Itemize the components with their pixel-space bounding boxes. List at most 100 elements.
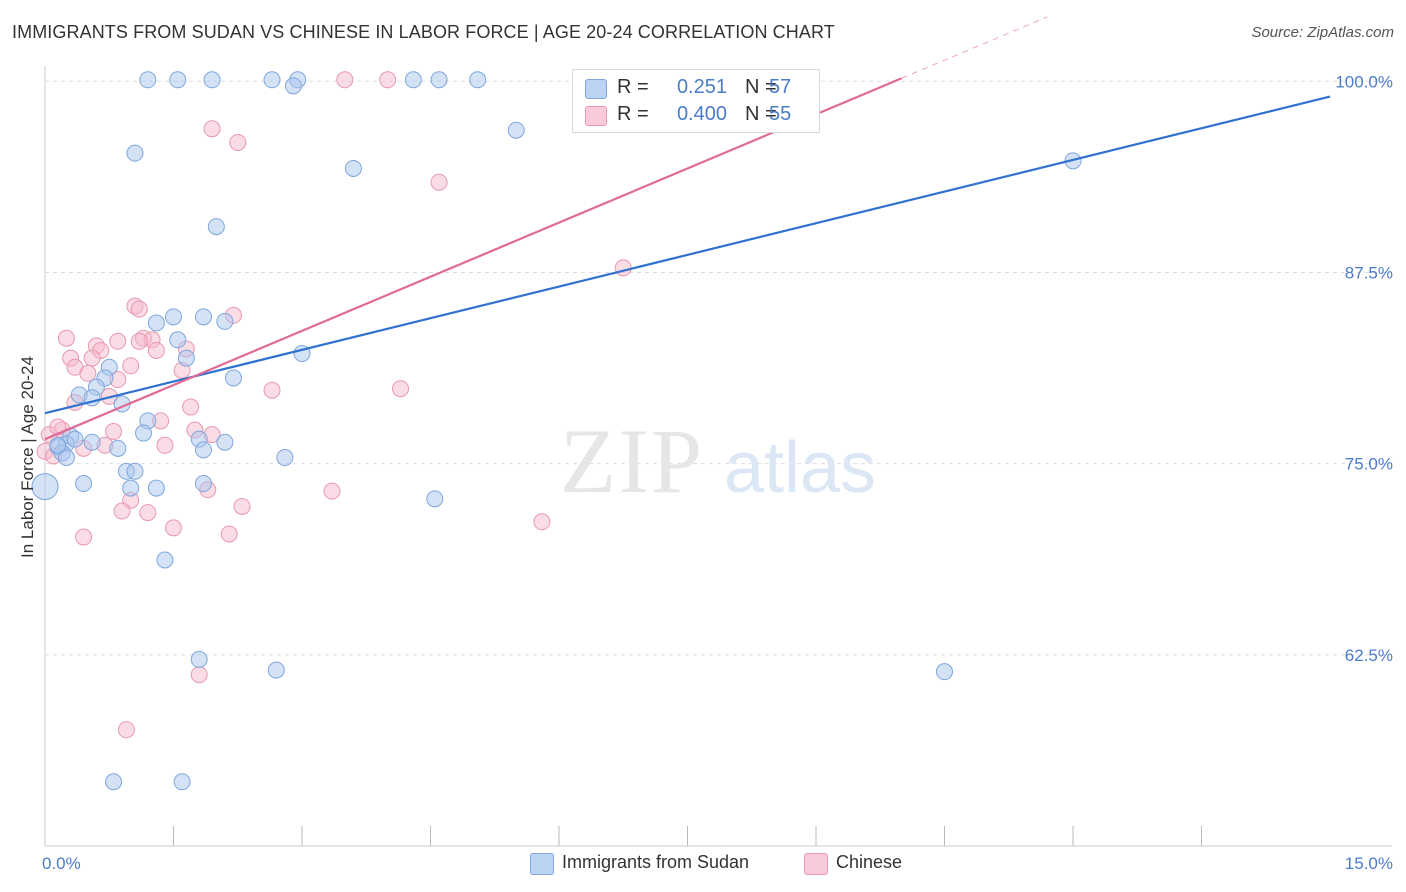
- x-tick-label: 15.0%: [1345, 854, 1393, 873]
- chinese-point: [165, 519, 182, 537]
- chinese-point: [83, 349, 101, 367]
- chinese-point: [203, 120, 221, 138]
- sudan-point: [57, 449, 75, 467]
- sudan-point: [216, 312, 234, 330]
- sudan-point: [126, 144, 144, 162]
- sudan-point: [276, 449, 294, 467]
- sudan-point: [263, 71, 281, 89]
- sudan-point: [169, 331, 187, 349]
- r-label: R =: [617, 76, 649, 98]
- legend-label-sudan: Immigrants from Sudan: [562, 852, 750, 872]
- sudan-point: [156, 551, 174, 569]
- sudan-point: [126, 462, 144, 480]
- sudan-point: [284, 77, 302, 95]
- chinese-point: [336, 71, 354, 89]
- y-tick-label: 75.0%: [1345, 455, 1393, 474]
- sudan-point: [31, 473, 59, 501]
- sudan-point: [147, 314, 165, 332]
- sudan-point: [83, 433, 101, 451]
- y-tick-label: 87.5%: [1345, 263, 1393, 282]
- n-label: N =: [745, 103, 777, 125]
- series-chinese-points: [36, 71, 765, 739]
- sudan-point: [344, 159, 362, 177]
- chinese-point: [105, 423, 123, 441]
- chinese-point: [130, 300, 148, 318]
- sudan-point: [194, 308, 212, 326]
- sudan-point: [216, 433, 234, 451]
- sudan-point: [49, 436, 67, 454]
- sudan-point: [135, 424, 153, 442]
- sudan-swatch: [530, 853, 554, 875]
- chinese-point: [233, 497, 251, 515]
- n-value: 57: [769, 76, 792, 98]
- trend-lines: [44, 16, 1331, 441]
- series-sudan-points: [31, 71, 1082, 791]
- chinese-point: [229, 133, 247, 151]
- chinese-point: [430, 173, 448, 191]
- chinese-point: [139, 504, 157, 522]
- sudan-point: [169, 71, 187, 89]
- sudan-point: [177, 349, 195, 367]
- y-tick-label: 62.5%: [1345, 646, 1393, 665]
- chinese-point: [379, 71, 397, 89]
- sudan-point: [165, 308, 182, 326]
- n-value: 55: [769, 103, 792, 125]
- chinese-trend-line: [44, 77, 903, 441]
- sudan-point: [109, 439, 127, 457]
- chinese-point: [182, 398, 200, 416]
- chinese-point: [113, 502, 131, 520]
- r-value: 0.251: [676, 76, 727, 98]
- chinese-point: [109, 332, 127, 350]
- tick-labels: 100.0% 87.5% 75.0% 62.5% 0.0% 15.0%: [42, 72, 1393, 873]
- chinese-point: [323, 482, 341, 500]
- chinese-point: [117, 721, 135, 739]
- sudan-point: [75, 475, 93, 493]
- stats-legend: R = 0.251 N = 57 R = 0.400 N = 55: [572, 69, 820, 133]
- chinese-point: [392, 380, 410, 398]
- chinese-point: [190, 666, 208, 684]
- chinese-trend-extension: [901, 16, 1048, 79]
- chinese-point: [75, 528, 93, 546]
- chinese-point: [220, 525, 238, 543]
- chinese-swatch: [804, 853, 828, 875]
- chinese-point: [130, 332, 148, 350]
- sudan-point: [469, 71, 487, 89]
- r-value: 0.400: [676, 103, 727, 125]
- sudan-point: [66, 430, 84, 448]
- source-label: Source: ZipAtlas.com: [1251, 24, 1394, 41]
- n-label: N =: [745, 76, 777, 98]
- sudan-point: [105, 773, 123, 791]
- chart-title: IMMIGRANTS FROM SUDAN VS CHINESE IN LABO…: [12, 22, 835, 42]
- sudan-point: [207, 218, 225, 236]
- sudan-point: [267, 661, 285, 679]
- sudan-point: [404, 71, 422, 89]
- y-tick-label: 100.0%: [1335, 72, 1393, 91]
- sudan-point: [426, 490, 444, 508]
- sudan-point: [147, 479, 165, 497]
- chinese-point: [147, 341, 165, 359]
- sudan-point: [122, 479, 140, 497]
- y-axis-title: In Labor Force | Age 20-24: [18, 356, 37, 558]
- sudan-point: [139, 71, 157, 89]
- chinese-point: [57, 329, 75, 347]
- legend-label-chinese: Chinese: [836, 852, 903, 872]
- watermark-atlas: atlas: [724, 428, 876, 508]
- chinese-swatch: [585, 106, 607, 126]
- sudan-point: [173, 773, 191, 791]
- r-label: R =: [617, 103, 649, 125]
- sudan-point: [190, 650, 208, 668]
- sudan-swatch: [585, 79, 607, 99]
- chinese-point: [156, 436, 174, 454]
- chinese-point: [122, 357, 140, 375]
- watermark-zip: ZIP: [560, 410, 704, 512]
- chinese-point: [533, 513, 551, 531]
- x-tick-label: 0.0%: [42, 854, 81, 873]
- sudan-point: [507, 121, 525, 139]
- sudan-point: [936, 663, 953, 681]
- sudan-point: [430, 71, 448, 89]
- chinese-point: [614, 259, 632, 277]
- chinese-point: [79, 364, 97, 382]
- sudan-point: [194, 441, 212, 459]
- sudan-trend-line: [44, 95, 1331, 415]
